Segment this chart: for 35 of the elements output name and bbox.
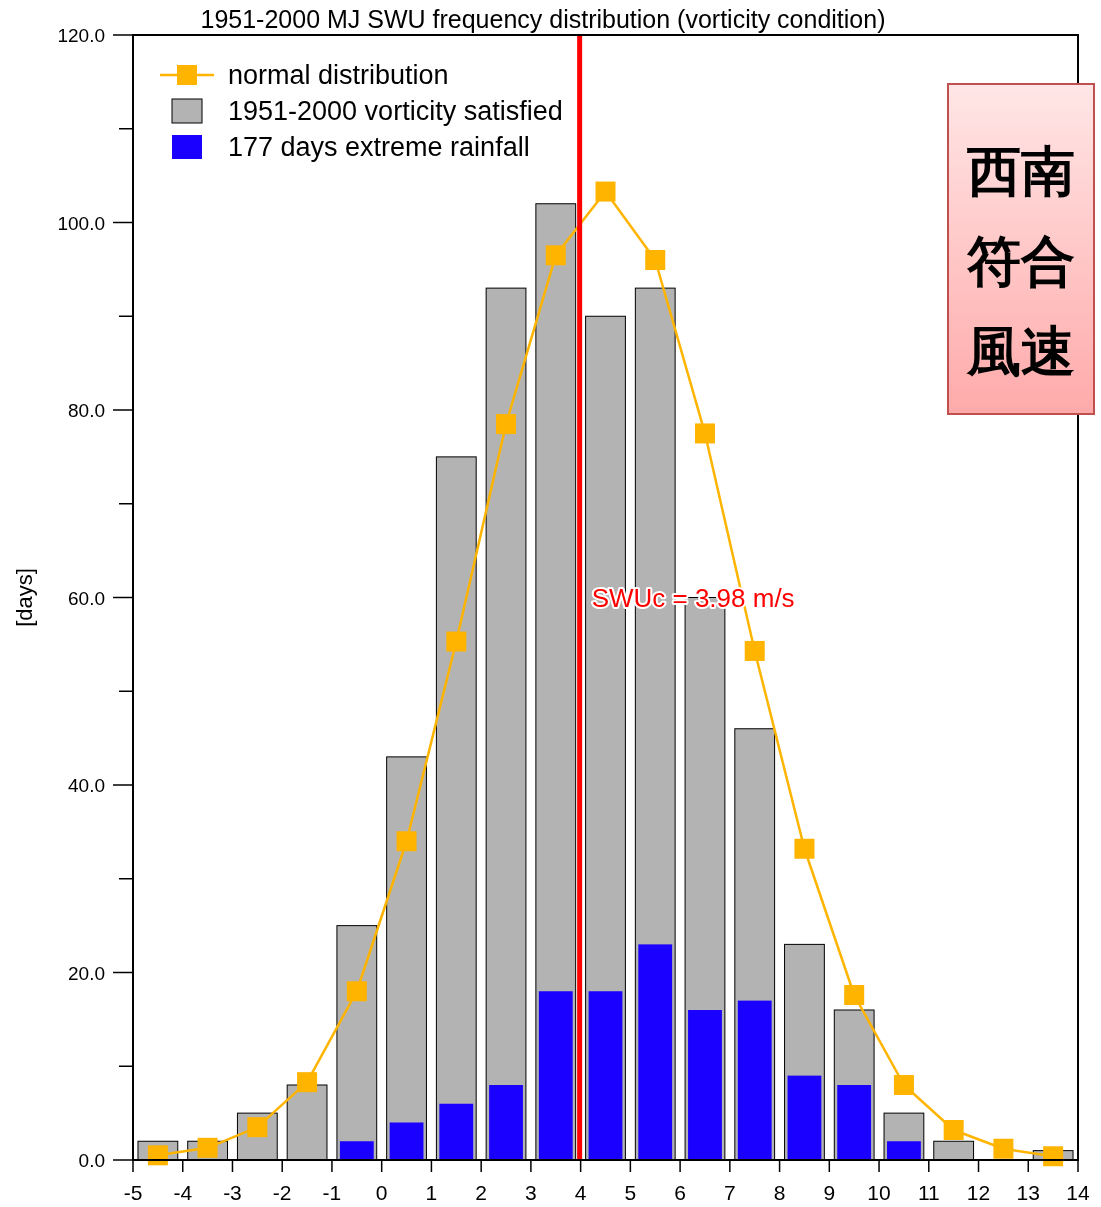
x-tick-label: 11 — [917, 1181, 940, 1204]
y-tick-label: 120.0 — [57, 25, 105, 46]
x-tick-label: 5 — [624, 1181, 637, 1204]
x-tick-label: -1 — [322, 1181, 342, 1204]
legend-label: 1951-2000 vorticity satisfied — [228, 96, 563, 126]
x-tick-label: 8 — [773, 1181, 786, 1204]
x-tick-label: 1 — [425, 1181, 438, 1204]
x-tick-label: 9 — [823, 1181, 836, 1204]
annotation: 符合 — [966, 229, 1075, 293]
x-tick-label: 6 — [674, 1181, 686, 1204]
y-axis-title: [days] — [12, 568, 37, 627]
y-tick-label: 60.0 — [68, 587, 105, 609]
legend-label: 177 days extreme rainfall — [228, 132, 530, 162]
annotation: 風速 — [966, 319, 1075, 383]
y-tick-label: 20.0 — [68, 962, 105, 984]
x-tick-label: -4 — [173, 1181, 193, 1204]
annotation: 西南 — [966, 139, 1075, 203]
x-tick-label: -5 — [123, 1181, 143, 1204]
x-tick-label: 4 — [574, 1181, 587, 1204]
y-tick-label: 40.0 — [68, 775, 105, 796]
x-tick-label: 14 — [1066, 1181, 1090, 1204]
x-tick-label: 13 — [1016, 1181, 1040, 1204]
x-tick-label: 10 — [867, 1181, 891, 1204]
x-tick-label: 3 — [525, 1181, 537, 1204]
chart-title: 1951-2000 MJ SWU frequency distribution (vorticity condition) — [200, 5, 886, 33]
x-tick-label: 7 — [724, 1181, 736, 1204]
legend-label: normal distribution — [228, 60, 449, 90]
x-tick-label: -3 — [223, 1181, 242, 1204]
x-tick-label: 0 — [375, 1181, 388, 1204]
x-tick-label: 12 — [966, 1181, 991, 1204]
x-tick-label: 2 — [475, 1181, 487, 1204]
y-tick-label: 80.0 — [68, 400, 105, 421]
x-tick-label: -2 — [272, 1181, 292, 1204]
y-tick-label: 100.0 — [57, 212, 105, 234]
y-tick-label: 0.0 — [78, 1150, 105, 1171]
